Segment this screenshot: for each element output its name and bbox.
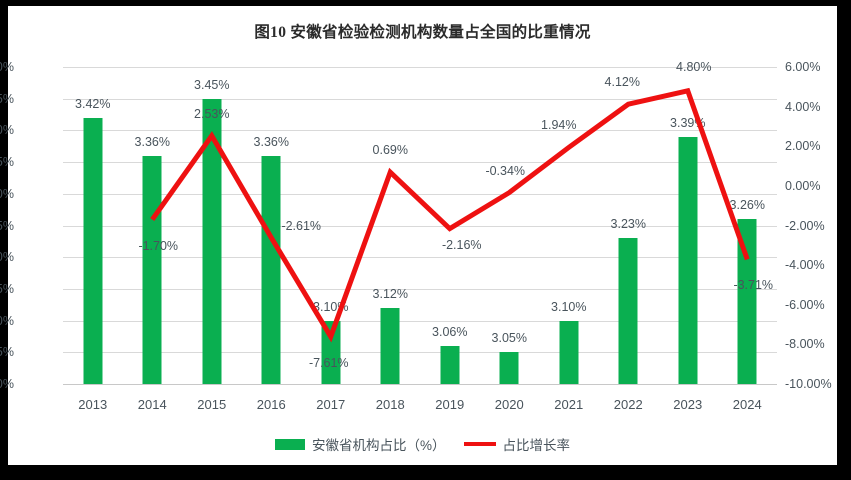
right-axis-tick: -4.00%	[785, 258, 825, 273]
bar[interactable]	[559, 320, 579, 384]
left-axis-tick: 3.35%	[0, 155, 14, 170]
category-label: 2013	[78, 397, 108, 412]
gridline	[63, 67, 777, 68]
right-axis-tick: 6.00%	[785, 60, 821, 74]
bar[interactable]	[678, 136, 698, 384]
left-axis-tick: 3.20%	[0, 250, 14, 265]
category-label: 2018	[375, 397, 405, 412]
gridline	[63, 162, 777, 164]
gridline	[63, 257, 777, 259]
left-axis-tick: 3.45%	[0, 91, 14, 106]
bar-data-label: 3.23%	[610, 217, 646, 232]
right-axis-tick: 4.00%	[785, 99, 821, 114]
category-label: 2021	[554, 397, 584, 412]
line-data-label: 0.69%	[372, 143, 408, 158]
bar-data-label: 3.06%	[432, 324, 468, 339]
bar[interactable]	[142, 155, 162, 384]
right-axis-tick: 2.00%	[785, 139, 821, 154]
right-axis-tick: -10.00%	[785, 377, 832, 391]
line-data-label: 1.94%	[541, 118, 577, 133]
left-axis-tick: 3.30%	[0, 186, 14, 201]
bar-data-label: 3.10%	[313, 299, 349, 314]
gridline	[63, 193, 777, 195]
bar[interactable]	[737, 219, 757, 384]
left-axis-tick: 3.50%	[0, 60, 14, 74]
plot-area: 3.50% 3.45% 3.40% 3.35% 3.30% 3.25% 3.20% 3.15%…	[0, 61, 832, 412]
line-data-label: -2.16%	[441, 237, 482, 252]
left-axis-tick: 3.40%	[0, 123, 14, 138]
left-axis-tick: 3.10%	[0, 313, 14, 328]
legend-line-swatch-icon	[463, 442, 496, 446]
chart-card: 图10 安徽省检验检测机构数量占全国的比重情况 3.50%3.45%3.40%3…	[0, 6, 837, 465]
bar-data-label: 3.36%	[134, 134, 170, 149]
legend-bar-swatch-icon	[274, 438, 305, 450]
category-label: 2014	[137, 397, 167, 412]
bar-data-label: 3.05%	[491, 331, 527, 346]
bar-data-label: 3.26%	[729, 198, 765, 213]
bar-data-label: 3.42%	[75, 96, 111, 111]
left-axis-tick: 3.25%	[0, 218, 14, 233]
line-data-label: 4.80%	[676, 59, 712, 74]
gridline	[63, 384, 777, 385]
category-label: 2015	[197, 397, 227, 412]
line-data-label: -3.71%	[733, 278, 774, 293]
gridline	[63, 225, 777, 227]
category-label: 2020	[494, 397, 524, 412]
growth-rate-line	[150, 87, 750, 343]
bar-data-label: 3.12%	[372, 286, 408, 301]
bar[interactable]	[380, 307, 400, 384]
category-label: 2016	[256, 397, 286, 412]
gridline	[63, 98, 777, 100]
chart-legend: 安徽省机构占比（%） 占比增长率	[8, 434, 837, 454]
bar-data-label: 3.39%	[670, 115, 706, 130]
gridline	[63, 320, 777, 322]
line-data-label: -0.34%	[485, 163, 526, 178]
right-axis-tick: -6.00%	[785, 297, 825, 312]
category-label: 2022	[613, 397, 643, 412]
bar[interactable]	[499, 352, 519, 384]
legend-label: 占比增长率	[502, 438, 571, 453]
bar[interactable]	[83, 117, 103, 384]
bar[interactable]	[202, 98, 222, 384]
bar-data-label: 3.36%	[253, 134, 289, 149]
bar[interactable]	[618, 238, 638, 384]
line-data-label: -1.70%	[138, 238, 179, 253]
line-data-label: 2.53%	[194, 106, 230, 121]
legend-item[interactable]: 安徽省机构占比（%）	[274, 434, 446, 454]
right-axis-tick: -2.00%	[785, 218, 825, 233]
gridline	[63, 130, 777, 132]
bar[interactable]	[321, 320, 341, 384]
gridline	[63, 352, 777, 354]
bar[interactable]	[261, 155, 281, 384]
line-data-label: -2.61%	[281, 218, 322, 233]
bar-data-label: 3.10%	[551, 299, 587, 314]
category-label: 2023	[673, 397, 703, 412]
left-axis-tick: 3.00%	[0, 377, 14, 391]
legend-item[interactable]: 占比增长率	[463, 434, 571, 454]
bar-data-label: 3.45%	[194, 77, 230, 92]
right-axis-tick: -8.00%	[785, 337, 825, 352]
category-label: 2019	[435, 397, 465, 412]
line-data-label: -7.61%	[308, 355, 349, 370]
category-label: 2024	[732, 397, 762, 412]
left-axis-tick: 3.15%	[0, 281, 14, 296]
category-label: 2017	[316, 397, 346, 412]
bar[interactable]	[440, 345, 460, 384]
left-axis-tick: 3.05%	[0, 345, 14, 360]
chart-title: 图10 安徽省检验检测机构数量占全国的比重情况	[254, 24, 591, 41]
right-axis-tick: 0.00%	[785, 178, 821, 193]
legend-label: 安徽省机构占比（%）	[311, 438, 446, 453]
line-data-label: 4.12%	[604, 75, 640, 90]
gridline	[63, 288, 777, 290]
